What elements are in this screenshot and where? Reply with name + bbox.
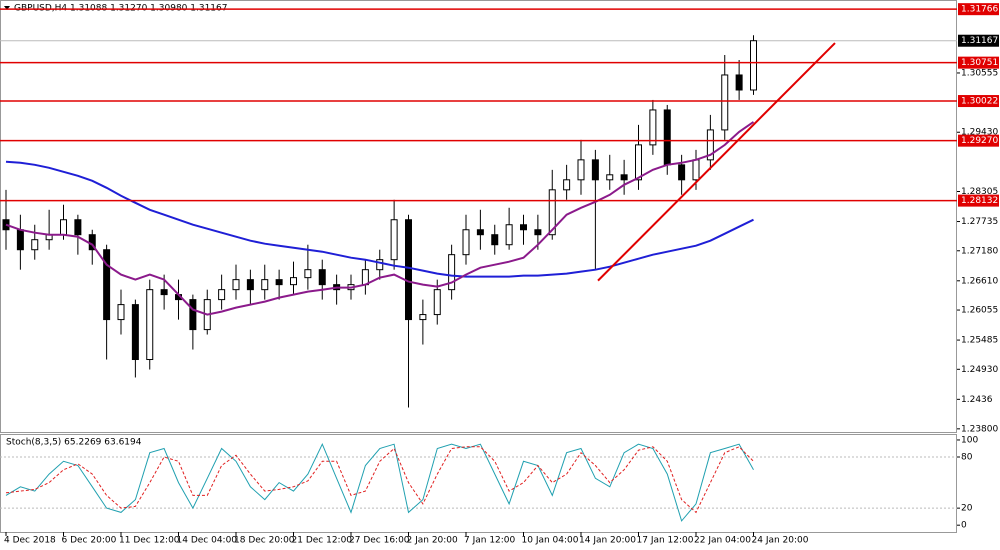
y-tick-label: 1.23800 [961,424,998,434]
stoch-label: Stoch(8,3,5) 65.2269 63.6194 [6,438,142,448]
candle-body [678,164,686,181]
candle-body [318,269,326,286]
moving-average [5,121,755,316]
candle-body [189,299,197,331]
candle-body [635,144,642,181]
candle-body [74,219,82,236]
level-label: 1.29270 [961,136,998,146]
candle-body [218,289,226,301]
candle-body [433,289,441,316]
x-tick-label: 7 Jan 12:00 [464,536,516,546]
x-tick-label: 4 Dec 2018 [4,536,56,546]
candle-body [505,224,513,246]
y-tick-label: 1.28305 [961,187,998,197]
candle-body [520,224,527,231]
candle-body [304,269,312,279]
candle-body [146,289,154,361]
level-label: 1.28132 [961,196,998,206]
y-tick-label: 1.25485 [961,336,998,346]
stoch-tick-label: 20 [961,504,973,514]
candle-body [462,229,470,256]
x-tick-label: 18 Dec 20:00 [234,536,295,546]
x-tick-label: 24 Jan 20:00 [752,536,809,546]
candle-body [548,189,556,236]
candle-body [591,159,599,181]
trendline [597,42,836,282]
y-tick-label: 1.27735 [961,217,998,227]
candle-body [16,229,24,251]
candle-body [419,314,427,321]
level-label: 1.31766 [961,5,998,15]
level-label: 1.30751 [961,58,998,68]
candle-body [706,129,714,161]
stoch-panel [0,434,957,533]
candle-body [577,159,585,181]
candle-body [721,74,729,131]
stoch-tick-label: 100 [961,435,978,445]
candle-body [246,279,254,291]
y-tick-label: 1.29430 [961,128,998,138]
x-tick-label: 14 Jan 20:00 [579,536,636,546]
candle-body [160,289,168,296]
level-label: 1.30022 [961,97,998,107]
stoch-signal [5,446,754,514]
level-box [958,56,999,69]
candle-body [117,304,125,321]
y-tick-label: 1.30555 [961,68,998,78]
level-box [958,95,999,108]
candle-body [232,279,240,291]
x-tick-label: 6 Dec 20:00 [62,536,117,546]
candle-body [491,234,499,246]
x-tick-label: 11 Dec 12:00 [119,536,180,546]
candle-body [692,159,700,181]
level-box [958,3,999,16]
candle-body [103,249,111,321]
candle-body [131,304,139,361]
candle-body [649,109,657,146]
x-tick-label: 21 Dec 12:00 [292,536,353,546]
y-tick-label: 1.24930 [961,365,998,375]
candle-body [534,229,542,236]
candle-body [390,219,398,261]
y-tick-label: 1.26610 [961,276,998,286]
y-tick-label: 1.26055 [961,306,998,316]
stoch-main [5,442,754,522]
y-tick-label: 1.2436 [961,395,993,405]
candle-body [476,229,484,236]
level-box [958,194,999,207]
candle-body [376,259,384,271]
last-price-box [958,34,999,47]
candle-body [448,254,456,291]
candle-body [261,279,269,291]
x-tick-label: 10 Jan 04:00 [522,536,579,546]
stoch-tick-label: 80 [961,453,973,463]
candle-body [275,279,283,286]
x-tick-label: 27 Dec 16:00 [349,536,410,546]
x-tick-label: 2 Jan 20:00 [407,536,459,546]
candle-body [620,174,628,181]
last-price-label: 1.31167 [961,36,998,46]
stoch-tick-label: 0 [961,521,967,531]
x-tick-label: 17 Jan 12:00 [637,536,694,546]
candle-body [31,239,39,251]
candle-body [663,109,671,166]
symbol-icon [4,6,10,10]
level-box [958,134,999,147]
y-tick-label: 1.27180 [961,246,998,256]
candle-body [750,40,757,91]
candle-body [60,219,67,236]
candle-body [361,269,369,286]
candle-body [563,179,571,191]
candle-body [290,277,297,286]
x-tick-label: 14 Dec 04:00 [177,536,238,546]
candle-body [405,219,412,321]
candle-body [735,74,743,91]
x-tick-label: 22 Jan 04:00 [694,536,751,546]
candle-body [606,174,614,181]
main-panel [0,0,957,433]
